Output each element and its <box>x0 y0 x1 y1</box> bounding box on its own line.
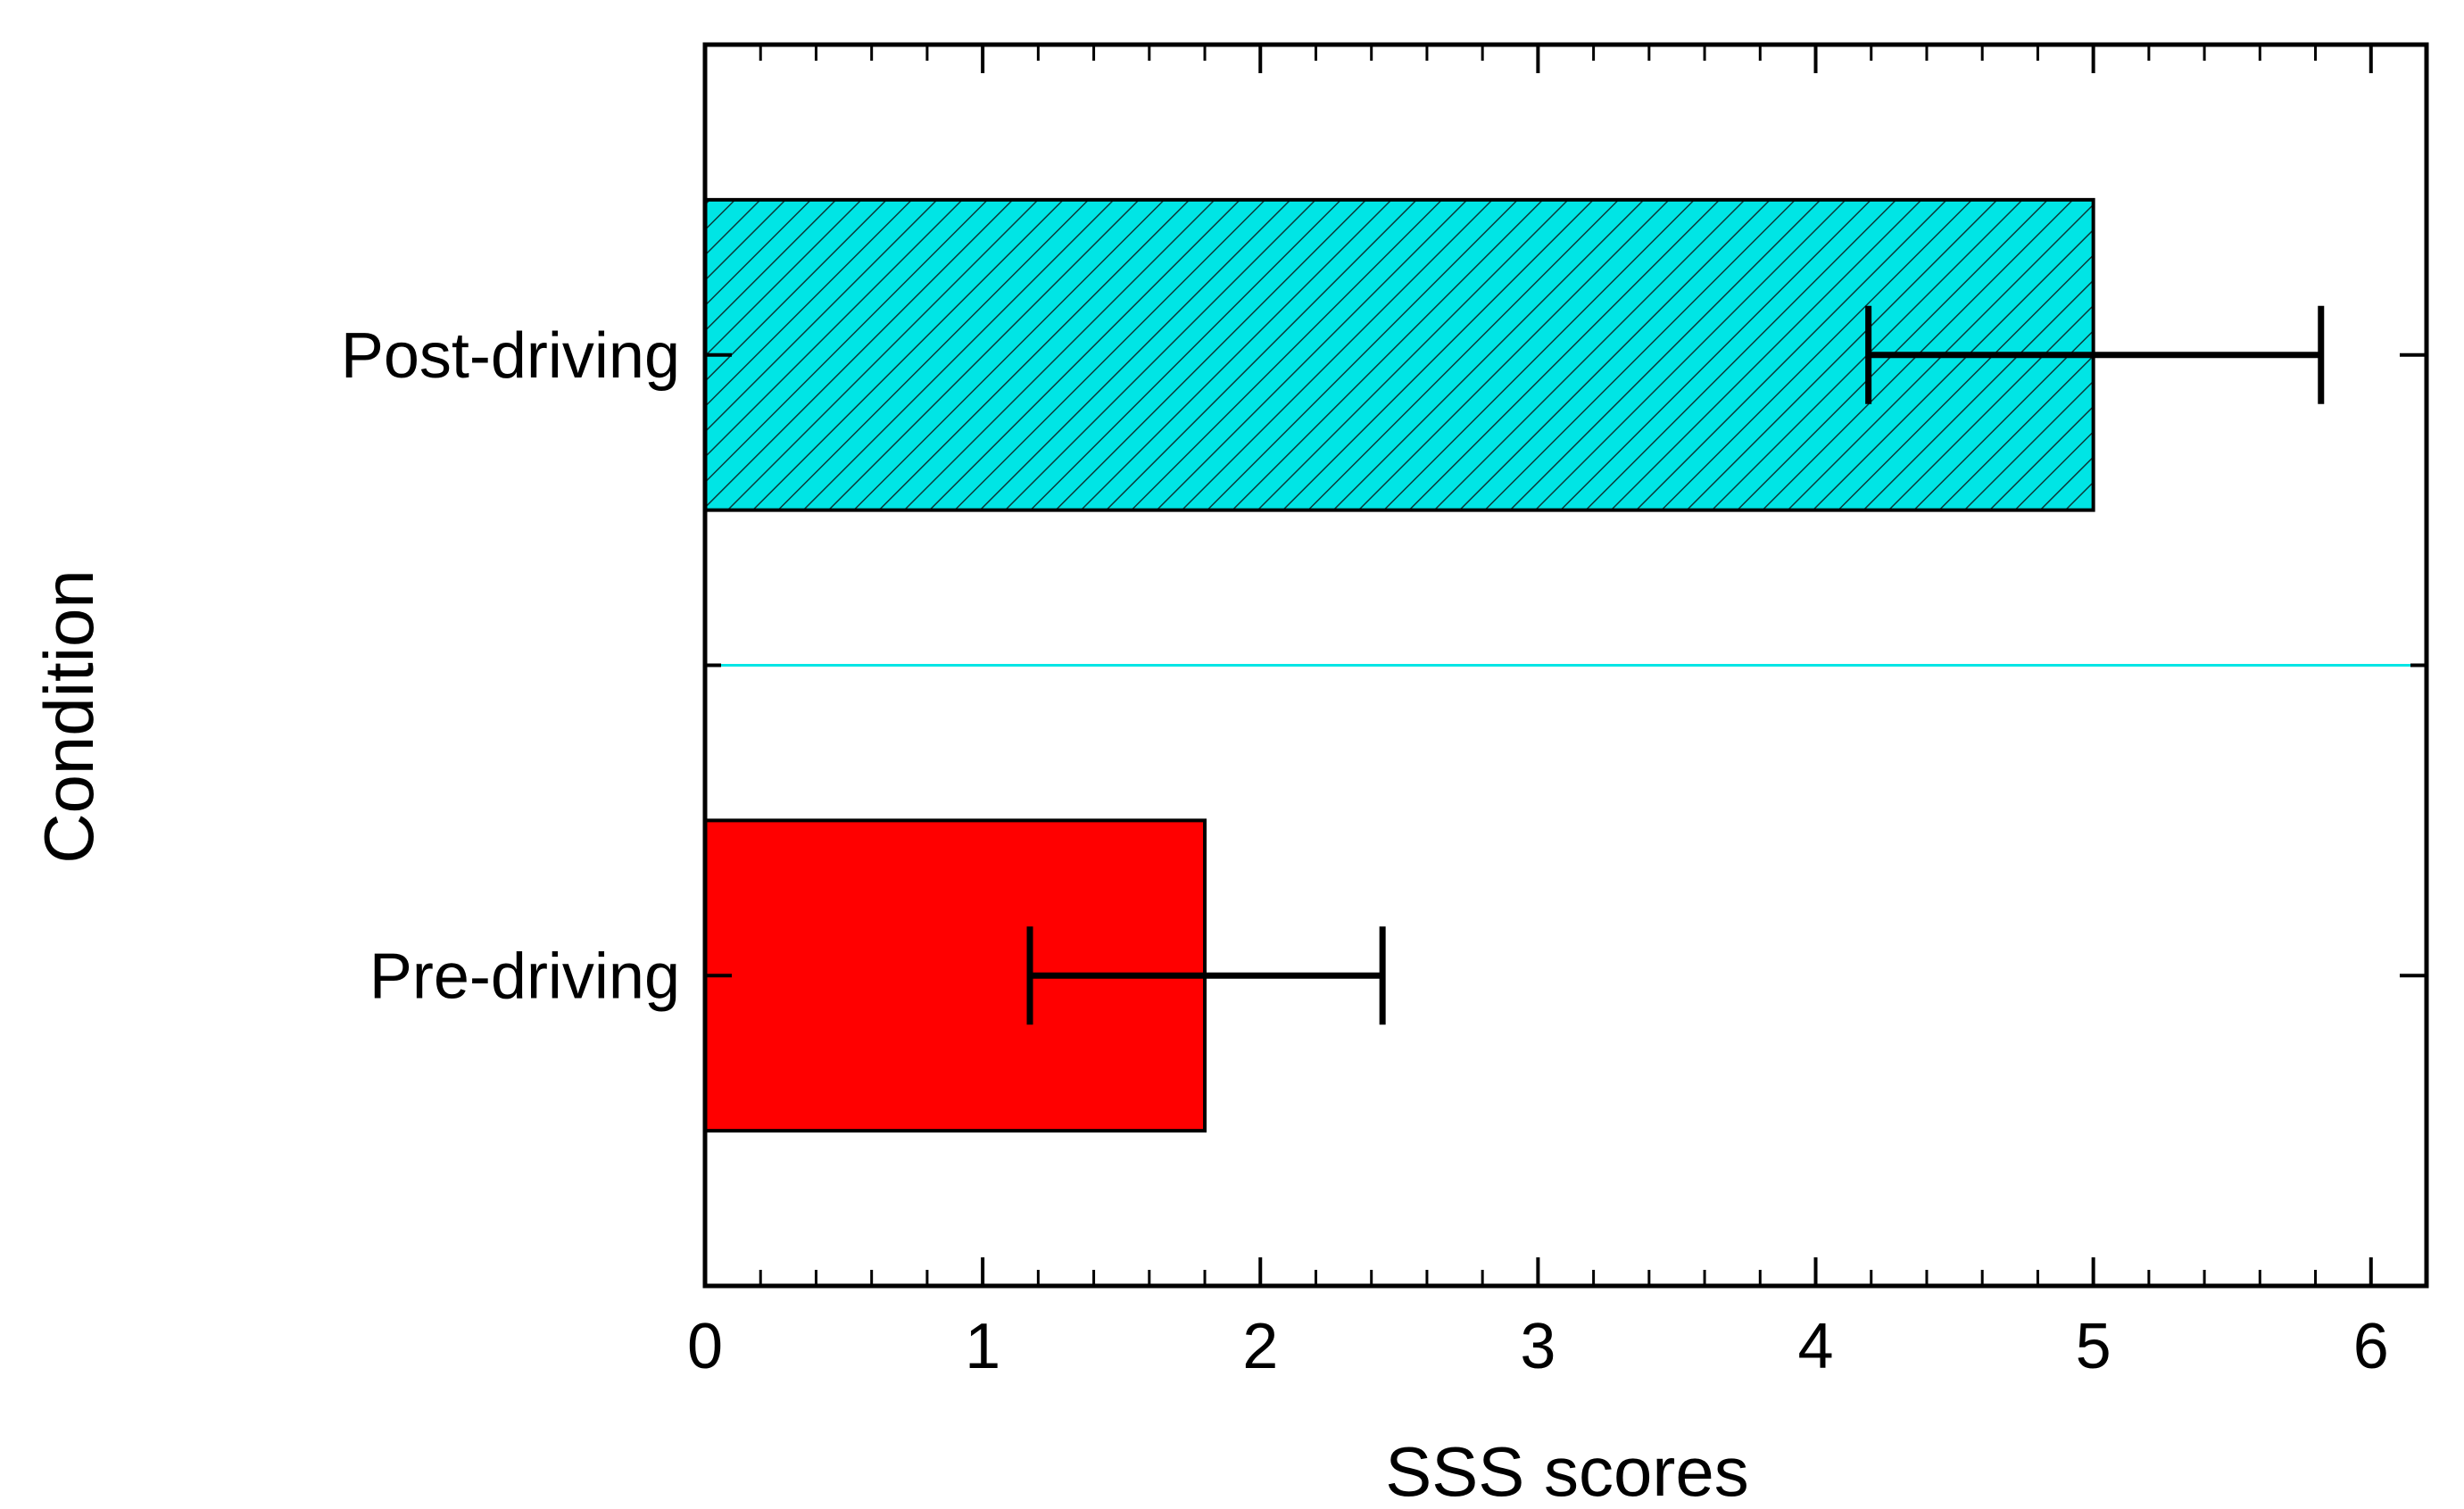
x-tick-label: 0 <box>687 1311 723 1382</box>
x-tick-label: 4 <box>1797 1311 1833 1382</box>
x-tick-label: 6 <box>2353 1311 2389 1382</box>
y-axis-title: Condition <box>29 569 108 864</box>
plot-frame <box>702 42 2429 1289</box>
x-axis-title: SSS scores <box>1385 1432 1748 1509</box>
y-tick-label: Post-driving <box>341 320 680 392</box>
x-tick-label: 3 <box>1520 1311 1556 1382</box>
x-tick-label: 2 <box>1242 1311 1278 1382</box>
x-tick-label: 5 <box>2076 1311 2111 1382</box>
y-tick-label: Pre-driving <box>369 941 680 1012</box>
x-tick-label: 1 <box>965 1311 1000 1382</box>
bar-post-driving <box>703 197 2095 512</box>
